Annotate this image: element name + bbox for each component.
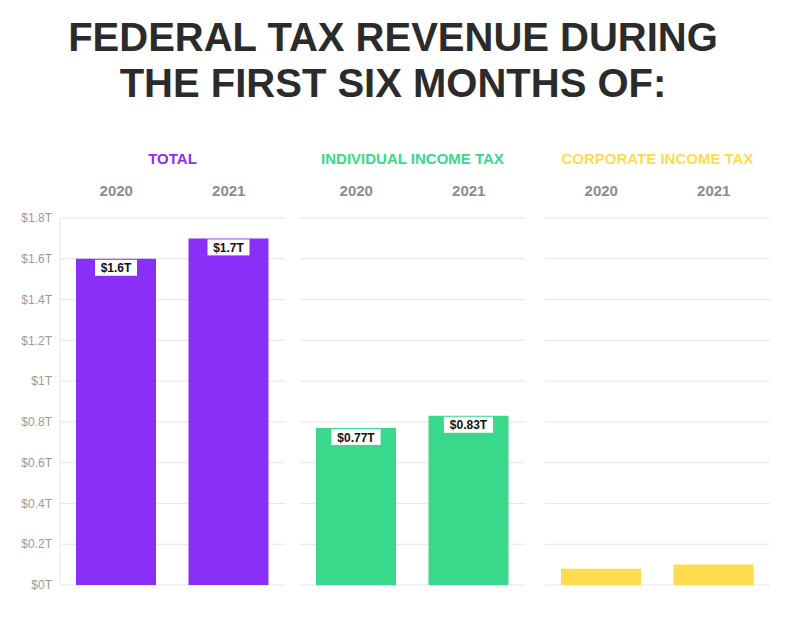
html-text:FEDERAL TAX REVENUE DURING THE: FEDERAL TAX REVENUE DURING THE FIRST SIX… [68,15,718,105]
svg-text:2021: 2021 [452,182,485,199]
svg-text:$0.4T: $0.4T [21,497,52,511]
svg-text:2021: 2021 [212,182,245,199]
html-text:INDIVIDUAL INCOME TAX: INDIVIDUAL INCOME TAX [321,150,504,167]
svg-text:$0.6T: $0.6T [21,456,52,470]
svg-text:2020: 2020 [585,182,618,199]
svg-text:$0.77T: $0.77T [337,431,375,445]
html-text:TOTAL: TOTAL [148,150,197,167]
html-text:CORPORATE INCOME TAX: CORPORATE INCOME TAX [561,150,754,167]
svg-text:$0.83T: $0.83T [450,418,488,432]
svg-text:2021: 2021 [697,182,730,199]
svg-text:$1T: $1T [31,374,52,388]
svg-text:$1.7T: $1.7T [213,241,244,255]
svg-text:2020: 2020 [340,182,373,199]
svg-text:$1.4T: $1.4T [21,293,52,307]
svg-text:$1.6T: $1.6T [101,261,132,275]
svg-text:2020: 2020 [100,182,133,199]
svg-text:$0T: $0T [31,578,52,592]
svg-text:$1.8T: $1.8T [21,211,52,225]
svg-text:$0.8T: $0.8T [21,415,52,429]
svg-text:$0.2T: $0.2T [21,537,52,551]
svg-text:$1.2T: $1.2T [21,334,52,348]
svg-text:$1.6T: $1.6T [21,252,52,266]
